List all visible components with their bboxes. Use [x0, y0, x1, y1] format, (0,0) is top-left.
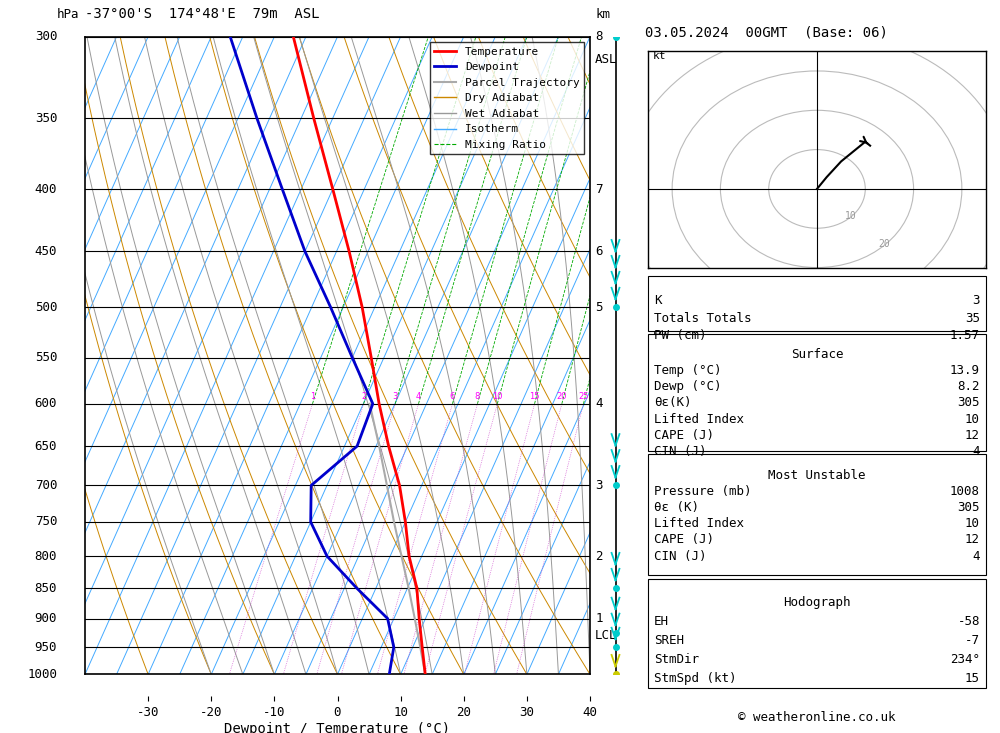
Text: 8: 8	[475, 391, 480, 401]
Text: 35: 35	[965, 312, 980, 325]
Text: CAPE (J): CAPE (J)	[654, 429, 714, 442]
Text: 12: 12	[965, 429, 980, 442]
Text: Hodograph: Hodograph	[783, 596, 851, 609]
Text: -7: -7	[965, 634, 980, 647]
Text: 4: 4	[972, 445, 980, 458]
Text: 750: 750	[35, 515, 57, 528]
Text: km: km	[595, 8, 610, 21]
Text: 1: 1	[310, 391, 315, 401]
Text: 900: 900	[35, 612, 57, 625]
Text: PW (cm): PW (cm)	[654, 329, 706, 342]
Text: 650: 650	[35, 440, 57, 453]
Text: EH: EH	[654, 615, 669, 628]
Text: 234°: 234°	[950, 653, 980, 666]
Text: 15: 15	[529, 391, 540, 401]
Text: 8.2: 8.2	[958, 380, 980, 394]
Text: Lifted Index: Lifted Index	[654, 517, 744, 531]
Text: 1008: 1008	[950, 485, 980, 498]
Text: Dewp (°C): Dewp (°C)	[654, 380, 722, 394]
Text: Temp (°C): Temp (°C)	[654, 364, 722, 377]
Text: 950: 950	[35, 641, 57, 654]
Text: Totals Totals: Totals Totals	[654, 312, 752, 325]
Text: kt: kt	[653, 51, 666, 61]
Text: 3: 3	[393, 391, 398, 401]
Text: 7: 7	[595, 183, 603, 196]
Text: 5: 5	[595, 301, 603, 314]
Text: Surface: Surface	[791, 348, 843, 361]
Text: Mixing Ratio (g/kg): Mixing Ratio (g/kg)	[651, 323, 661, 452]
Text: 25: 25	[578, 391, 589, 401]
Text: ASL: ASL	[595, 53, 618, 65]
Text: 10: 10	[965, 413, 980, 426]
Text: 15: 15	[965, 672, 980, 685]
Text: hPa: hPa	[57, 8, 80, 21]
Text: 1: 1	[595, 612, 603, 625]
Text: Pressure (mb): Pressure (mb)	[654, 485, 752, 498]
Text: 305: 305	[958, 397, 980, 410]
Text: 13.9: 13.9	[950, 364, 980, 377]
Text: 4: 4	[595, 397, 603, 410]
Text: θε (K): θε (K)	[654, 501, 699, 515]
Text: StmDir: StmDir	[654, 653, 699, 666]
Text: K: K	[654, 294, 662, 307]
Text: LCL: LCL	[595, 630, 618, 642]
Text: 12: 12	[965, 534, 980, 547]
Text: 350: 350	[35, 112, 57, 125]
Text: 6: 6	[595, 245, 603, 258]
Text: 10: 10	[845, 211, 857, 221]
Text: -58: -58	[958, 615, 980, 628]
Text: 10: 10	[965, 517, 980, 531]
Text: Most Unstable: Most Unstable	[768, 469, 866, 482]
Text: 450: 450	[35, 245, 57, 258]
Text: 2: 2	[361, 391, 366, 401]
Text: 4: 4	[972, 550, 980, 563]
Legend: Temperature, Dewpoint, Parcel Trajectory, Dry Adiabat, Wet Adiabat, Isotherm, Mi: Temperature, Dewpoint, Parcel Trajectory…	[430, 43, 584, 155]
Text: 1000: 1000	[27, 668, 57, 681]
Text: 305: 305	[958, 501, 980, 515]
Text: 20: 20	[879, 239, 890, 249]
Text: 2: 2	[595, 550, 603, 563]
Text: 300: 300	[35, 30, 57, 43]
Text: 1.57: 1.57	[950, 329, 980, 342]
X-axis label: Dewpoint / Temperature (°C): Dewpoint / Temperature (°C)	[224, 722, 451, 733]
Text: © weatheronline.co.uk: © weatheronline.co.uk	[738, 711, 896, 724]
Text: 850: 850	[35, 582, 57, 594]
Text: 3: 3	[972, 294, 980, 307]
Text: 4: 4	[416, 391, 421, 401]
Text: 10: 10	[492, 391, 503, 401]
Text: 550: 550	[35, 351, 57, 364]
Text: CIN (J): CIN (J)	[654, 445, 706, 458]
Text: CIN (J): CIN (J)	[654, 550, 706, 563]
Text: 700: 700	[35, 479, 57, 492]
Text: 8: 8	[595, 30, 603, 43]
Text: 400: 400	[35, 183, 57, 196]
Text: θε(K): θε(K)	[654, 397, 692, 410]
Text: -37°00'S  174°48'E  79m  ASL: -37°00'S 174°48'E 79m ASL	[85, 7, 320, 21]
Text: 03.05.2024  00GMT  (Base: 06): 03.05.2024 00GMT (Base: 06)	[645, 26, 888, 40]
Text: StmSpd (kt): StmSpd (kt)	[654, 672, 736, 685]
Text: SREH: SREH	[654, 634, 684, 647]
Text: 6: 6	[450, 391, 455, 401]
Text: 600: 600	[35, 397, 57, 410]
Text: 800: 800	[35, 550, 57, 563]
Text: 20: 20	[557, 391, 567, 401]
Text: Lifted Index: Lifted Index	[654, 413, 744, 426]
Text: CAPE (J): CAPE (J)	[654, 534, 714, 547]
Text: 3: 3	[595, 479, 603, 492]
Text: 500: 500	[35, 301, 57, 314]
